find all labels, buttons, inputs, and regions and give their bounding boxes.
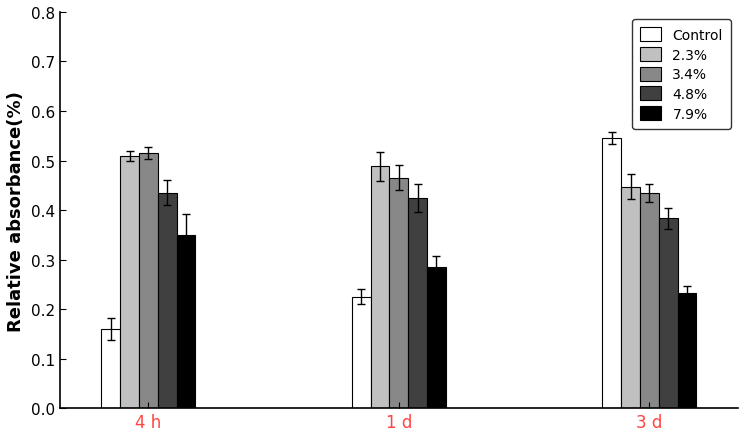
Bar: [640, 193, 659, 408]
Bar: [371, 167, 390, 408]
Legend: Control, 2.3%, 3.4%, 4.8%, 7.9%: Control, 2.3%, 3.4%, 4.8%, 7.9%: [632, 20, 731, 130]
Bar: [427, 268, 446, 408]
Bar: [659, 219, 677, 408]
Bar: [139, 154, 158, 408]
Y-axis label: Relative absorbance(%): Relative absorbance(%): [7, 90, 25, 331]
Bar: [177, 235, 195, 408]
Bar: [120, 156, 139, 408]
Bar: [158, 193, 177, 408]
Bar: [101, 329, 120, 408]
Bar: [408, 198, 427, 408]
Bar: [621, 187, 640, 408]
Bar: [352, 297, 371, 408]
Bar: [677, 293, 697, 408]
Bar: [390, 178, 408, 408]
Bar: [603, 139, 621, 408]
